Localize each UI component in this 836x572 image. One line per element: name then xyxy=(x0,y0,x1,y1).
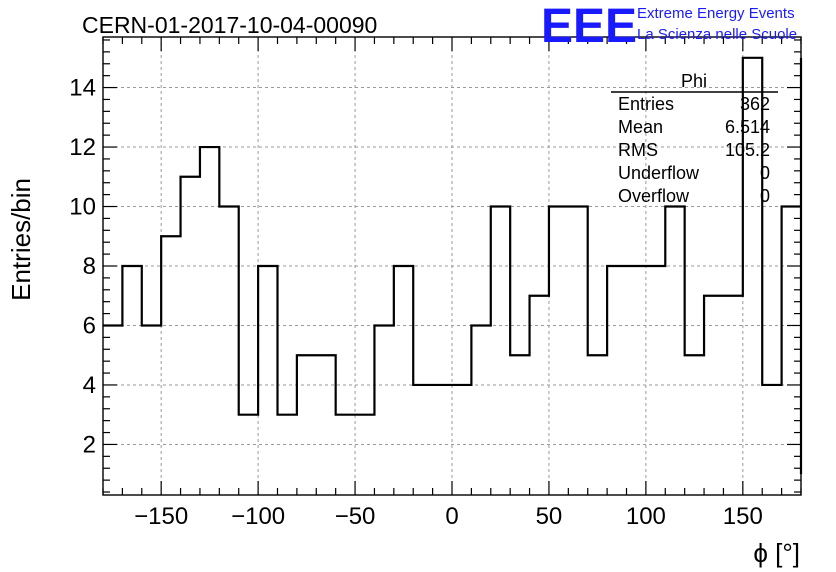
y-tick-labels: 2 4 6 8 10 12 14 xyxy=(69,75,96,459)
eee-logo-mark: EEE xyxy=(541,0,637,53)
stats-label: Mean xyxy=(618,117,663,137)
logo-line-2: La Scienza nelle Scuole xyxy=(637,26,797,43)
stats-label: Overflow xyxy=(618,186,690,206)
x-tick-labels: −150 −100 −50 0 50 100 150 xyxy=(134,503,763,530)
stats-value: 6.514 xyxy=(725,117,770,137)
stats-box: Phi Entries 362 Mean 6.514 RMS 105.2 Und… xyxy=(611,71,778,206)
y-tick-label: 2 xyxy=(83,431,96,458)
y-tick-label: 14 xyxy=(69,75,96,102)
stats-label: RMS xyxy=(618,140,658,160)
stats-value: 0 xyxy=(760,186,770,206)
y-axis-label: Entries/bin xyxy=(6,178,36,301)
stats-title: Phi xyxy=(681,71,707,91)
x-tick-label: −50 xyxy=(335,503,376,530)
stats-label: Underflow xyxy=(618,163,700,183)
x-axis-label: ϕ [°] xyxy=(753,538,800,568)
x-tick-label: −100 xyxy=(231,503,285,530)
x-tick-label: 150 xyxy=(723,503,763,530)
axis-ticks xyxy=(102,37,802,495)
y-tick-label: 12 xyxy=(69,134,96,161)
grid-lines xyxy=(103,37,801,495)
eee-logo: EEE Extreme Energy Events La Scienza nel… xyxy=(541,0,797,53)
x-tick-label: 100 xyxy=(626,503,666,530)
stats-value: 362 xyxy=(740,94,770,114)
y-tick-label: 6 xyxy=(83,312,96,339)
stats-value: 105.2 xyxy=(725,140,770,160)
x-tick-label: −150 xyxy=(134,503,188,530)
y-tick-label: 4 xyxy=(83,372,96,399)
y-tick-label: 8 xyxy=(83,253,96,280)
stats-label: Entries xyxy=(618,94,674,114)
y-tick-label: 10 xyxy=(69,194,96,221)
x-tick-label: 50 xyxy=(536,503,563,530)
chart-title: CERN-01-2017-10-04-00090 xyxy=(82,12,377,38)
stats-value: 0 xyxy=(760,163,770,183)
logo-line-1: Extreme Energy Events xyxy=(637,5,795,22)
x-tick-label: 0 xyxy=(445,503,458,530)
